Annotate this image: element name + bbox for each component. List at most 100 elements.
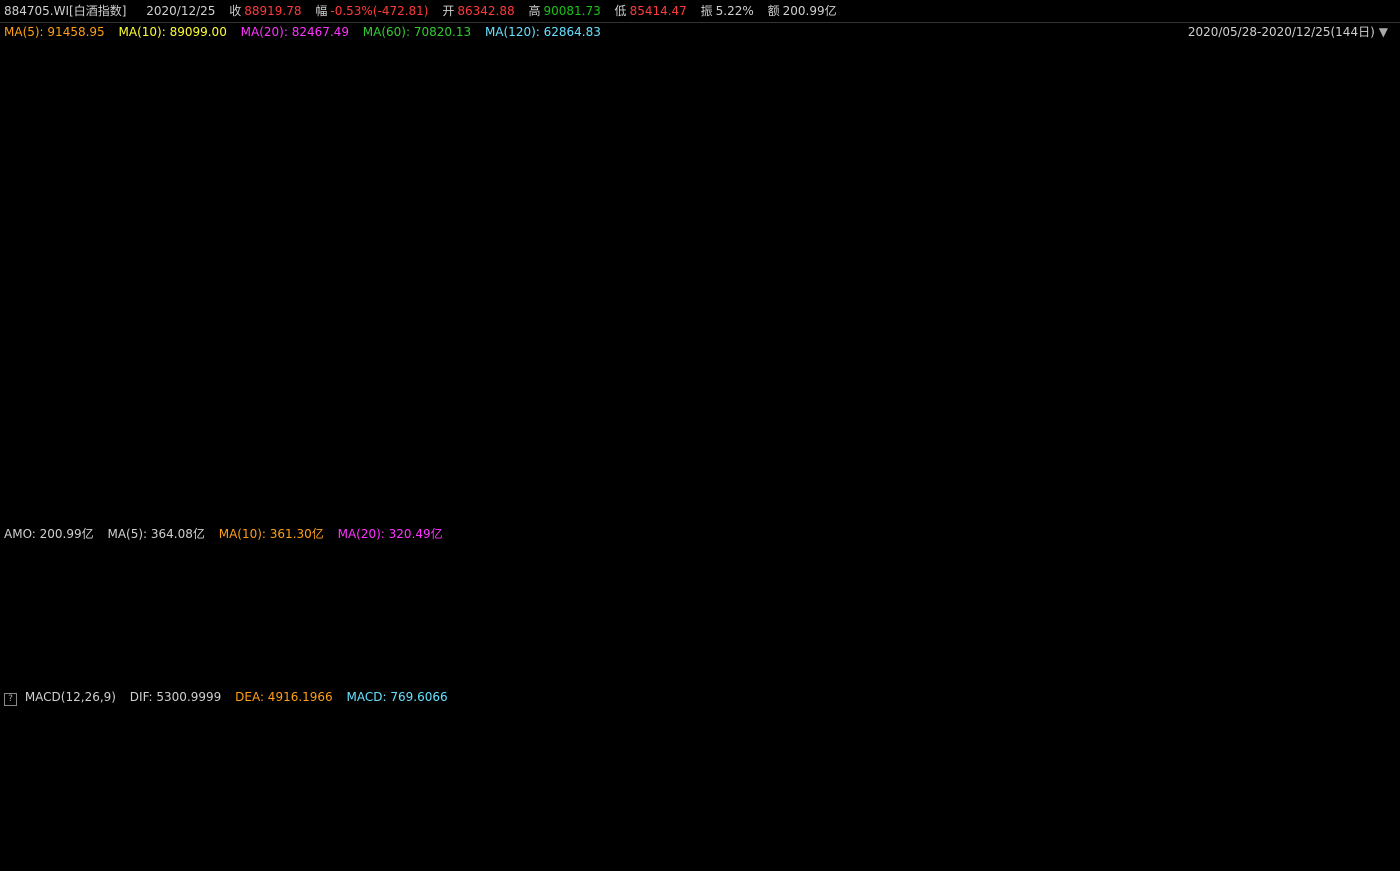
amo-legend: AMO: 200.99亿 MA(5): 364.08亿 MA(10): 361.… [0,524,1400,544]
candle-body [1022,321,1030,326]
quote-date: 2020/12/25 [146,4,216,18]
volume-bar [125,636,133,686]
candle-body [1188,215,1197,233]
candle-body [162,405,170,408]
volume-bar [948,604,956,686]
volume-bar [23,637,31,686]
candle-body [1133,273,1141,284]
candle-body [60,448,68,451]
candle-body [513,387,522,395]
volume-bar [263,628,272,686]
volume-bar [550,618,559,686]
candle-body [1179,229,1188,243]
volume-bar [855,633,864,686]
volume-bar [143,653,152,686]
candle-body [1114,289,1123,301]
ma5-line [8,140,1332,470]
volume-bar [1299,555,1308,686]
volume-bar [541,635,549,686]
candle-body [772,362,781,365]
date-tick-label: 20.05 [8,853,38,867]
volume-bar [430,612,438,686]
volume-bar [226,650,235,686]
volume-bar [892,601,901,686]
candle-body [402,371,411,379]
candle-body [874,369,882,372]
close-value: 88919.78 [244,4,302,18]
price-tick-label: 35700 [1342,490,1376,504]
volume-bar [1096,630,1104,686]
candle-body [522,394,531,397]
candle-body [892,357,901,362]
volume-bar [939,608,947,686]
candle-body [911,353,919,356]
candle-body [106,424,115,433]
panel-1 [3,43,1337,523]
macd-value: MACD: 769.6066 [346,690,448,704]
candle-body [809,368,818,372]
volume-bar [189,652,198,686]
volume-bar [1225,592,1234,686]
volume-bar [1179,613,1188,686]
dropdown-triangle-icon[interactable]: ▼ [1378,25,1388,39]
candle-body [273,356,281,365]
volume-bar [384,636,392,686]
dea-line [8,742,1332,818]
change-value: -0.53%(-472.81) [330,4,429,18]
candle-body [606,344,614,354]
candle-body [865,368,873,371]
volume-bar [726,603,734,686]
candle-body [4,467,13,470]
low-annotation: 39750.97 [13,464,63,478]
volume-bar [513,642,522,686]
candle-body [189,394,198,399]
date-range-selector[interactable]: 2020/05/28-2020/12/25(144日) ▼ [1188,23,1388,41]
ma10-legend[interactable]: MA(10): 89099.00 [118,25,227,39]
volume-bar [1235,558,1243,686]
candle-body [966,342,975,347]
candle-body [1253,233,1262,242]
volume-bar [365,627,374,686]
candle-body [652,321,660,328]
ma60-legend[interactable]: MA(60): 70820.13 [362,25,472,39]
candle-body [1142,262,1151,276]
amo-tick-label: 600.00亿 [1340,544,1389,559]
volume-bar [236,611,244,686]
candle-body [615,341,623,345]
ma20-legend[interactable]: MA(20): 82467.49 [240,25,349,39]
volume-bar [282,622,290,686]
volume-bar [134,633,142,686]
volume-bar [162,651,170,686]
ma120-legend[interactable]: MA(120): 62864.83 [484,25,601,39]
volume-bar [476,642,485,686]
candle-body [199,391,207,398]
help-icon[interactable]: ? [4,693,17,706]
candle-body [670,331,679,334]
candle-body [245,365,253,374]
candle-body [1124,285,1132,292]
volume-bar [522,640,531,686]
volume-bar [291,651,300,686]
volume-bar [32,623,41,686]
date-tick-label: 20.07 [221,853,251,867]
candle-body [458,383,466,386]
macd-dea: DEA: 4916.1966 [235,690,333,704]
candle-body [1235,219,1243,234]
volume-bar [1151,599,1160,686]
date-tick-label: 20.12 [1201,853,1231,867]
candle-body [365,359,374,365]
volume-bar [883,601,892,686]
volume-bar [689,638,697,686]
volume-bar [606,626,614,686]
candle-body [587,360,596,369]
candle-body [1040,315,1049,321]
volume-bar [1142,593,1151,686]
candle-body [14,464,22,471]
symbol-label[interactable]: 884705.WI[白酒指数] [4,4,127,18]
ma5-legend[interactable]: MA(5): 91458.95 [4,25,105,39]
volume-bar [97,650,105,686]
volume-bar [1087,601,1095,686]
volume-bar [772,609,781,686]
